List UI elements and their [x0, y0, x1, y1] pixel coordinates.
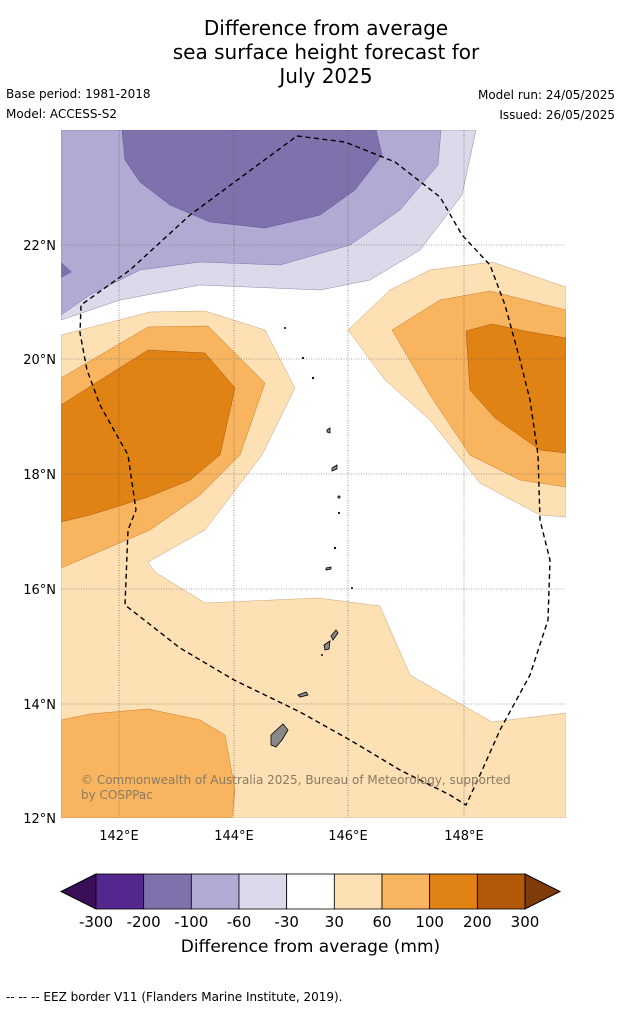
colorbar-swatch [429, 873, 478, 910]
island-tinian [323, 640, 331, 651]
lon-label: 144°E [214, 829, 254, 844]
island-small-3 [333, 546, 337, 550]
gridlines [61, 130, 566, 818]
lat-label: 16°N [23, 583, 56, 598]
colorbar-swatch [238, 873, 288, 910]
colorbar-extend-low [59, 873, 97, 910]
base-period: Base period: 1981-2018 [6, 87, 151, 101]
colorbar-tick-label: -60 [227, 913, 252, 931]
island-agrihan [326, 427, 331, 434]
lat-label: 18°N [23, 468, 56, 483]
islands [270, 326, 353, 748]
lon-label: 148°E [444, 829, 484, 844]
colorbar-swatch [190, 873, 240, 910]
lat-label: 22°N [23, 239, 56, 254]
copyright-line-1: © Commonwealth of Australia 2025, Bureau… [81, 773, 511, 787]
colorbar-tick-label: -100 [174, 913, 208, 931]
contour-neg-100-small [61, 262, 72, 278]
colorbar-tick-label: 30 [325, 913, 344, 931]
lat-label: 12°N [23, 812, 56, 827]
map-panel: © Commonwealth of Australia 2025, Bureau… [23, 130, 566, 844]
colorbar-tick-label: 300 [511, 913, 540, 931]
title-line-1: Difference from average [203, 16, 449, 40]
model-name: Model: ACCESS-S2 [6, 107, 118, 121]
island-small-7 [350, 587, 353, 590]
island-small-1 [337, 495, 341, 499]
colorbar-swatch [476, 873, 526, 910]
island-guam [270, 723, 289, 748]
title-line-2: sea surface height forecast for [172, 40, 480, 64]
island-small-2 [337, 511, 341, 515]
copyright-line-2: by COSPPac [81, 788, 153, 802]
colorbar-tick-label: 60 [372, 913, 391, 931]
colorbar-label: Difference from average (mm) [180, 937, 441, 957]
lon-tick-labels: 142°E 144°E 146°E 148°E [99, 829, 484, 844]
island-pagan [331, 464, 338, 472]
contour-neg-100 [121, 130, 383, 229]
colorbar-tick-label: 200 [463, 913, 492, 931]
anomaly-contours [61, 130, 566, 818]
lon-label: 146°E [328, 829, 368, 844]
contour-pos-60-south [61, 708, 236, 818]
title-line-3: July 2025 [279, 64, 373, 88]
island-small-4 [311, 376, 315, 380]
issued-date: Issued: 26/05/2025 [499, 108, 615, 122]
lat-tick-labels: 22°N 20°N 18°N 16°N 14°N 12°N [23, 239, 56, 827]
colorbar-tick-label: -30 [274, 913, 299, 931]
colorbar-swatch [286, 873, 335, 910]
colorbar-tick-label: -300 [79, 913, 113, 931]
colorbar-tick-label: -200 [127, 913, 161, 931]
eez-footnote: -- -- -- EEZ border V11 (Flanders Marine… [6, 990, 343, 1004]
colorbar: -300 -200 -100 -60 -30 30 60 100 200 300 [59, 873, 562, 931]
chart-title: Difference from average sea surface heig… [0, 16, 621, 88]
colorbar-tick-label: 100 [415, 913, 444, 931]
colorbar-swatch [381, 873, 431, 910]
colorbar-swatch [95, 873, 145, 910]
contour-pos-100-east [465, 323, 566, 454]
island-saipan [330, 629, 339, 641]
colorbar-swatch [333, 873, 383, 910]
lon-label: 142°E [99, 829, 139, 844]
island-rota [297, 691, 309, 698]
colorbar-swatch [143, 873, 192, 910]
lat-label: 14°N [23, 698, 56, 713]
lat-label: 20°N [23, 353, 56, 368]
island-small-8 [320, 654, 323, 657]
island-small-5 [301, 356, 305, 360]
island-anatahan [325, 566, 332, 571]
island-small-6 [283, 326, 286, 329]
model-run-date: Model run: 24/05/2025 [477, 88, 615, 102]
contour-pos-100-west [61, 349, 236, 523]
colorbar-extend-high [524, 873, 562, 910]
